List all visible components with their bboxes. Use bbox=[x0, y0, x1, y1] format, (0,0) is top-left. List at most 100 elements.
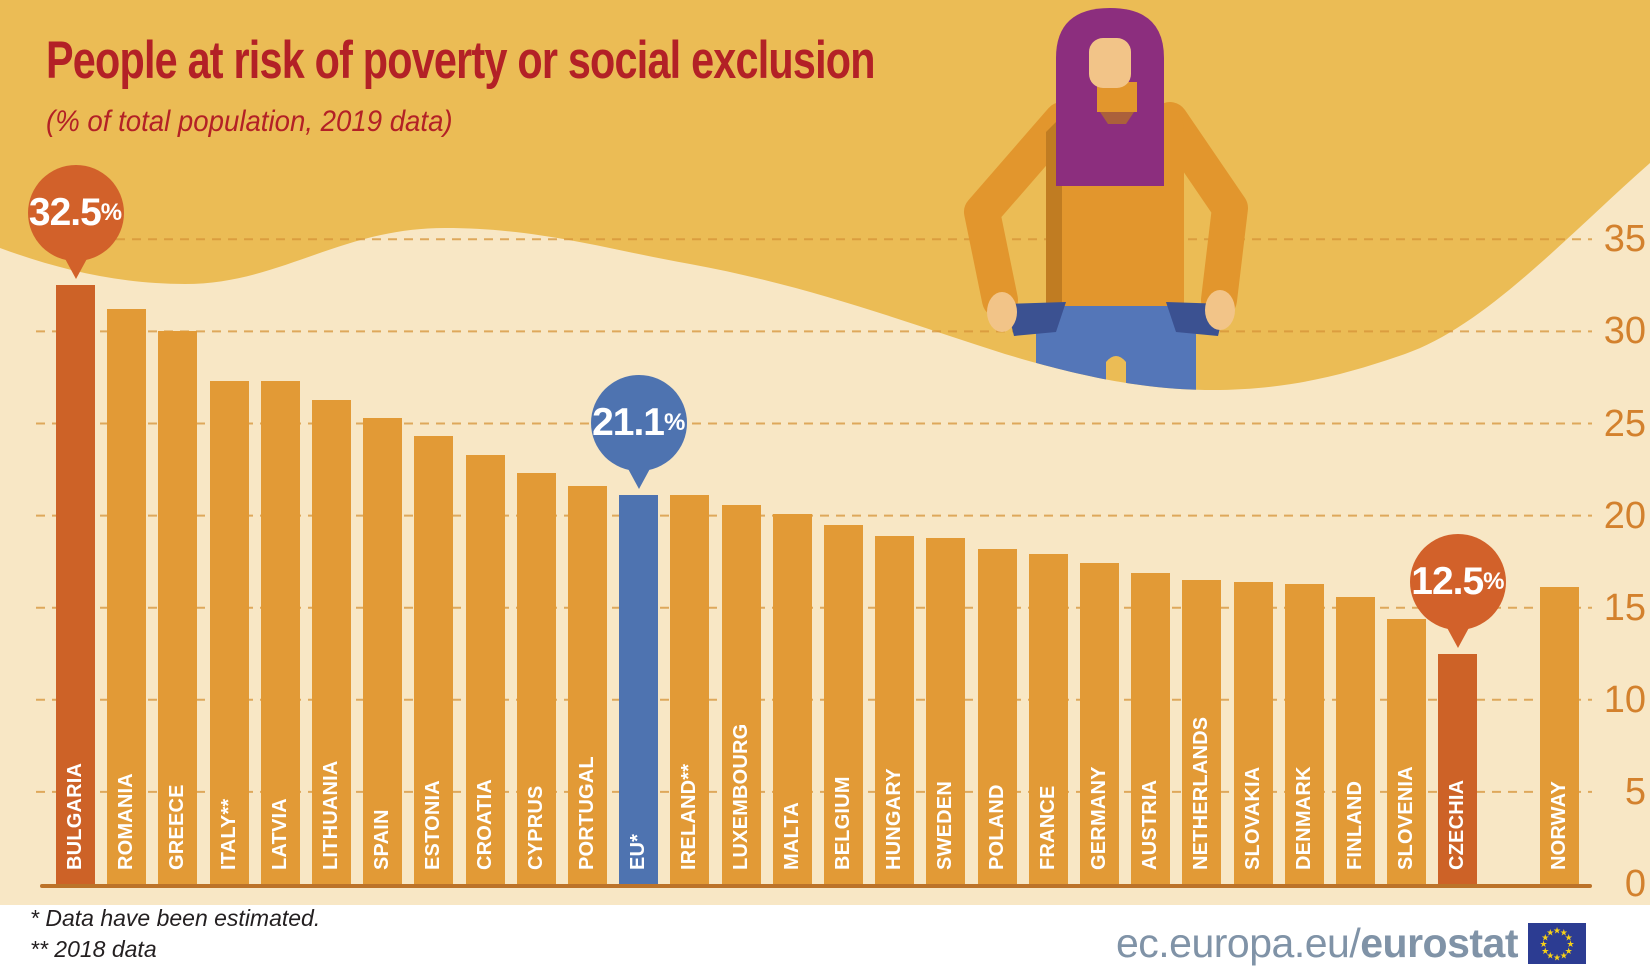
callout-value: 32.5 bbox=[28, 191, 102, 235]
eu-flag-icon: ★★★★★★★★★★★★ bbox=[1528, 923, 1586, 964]
eurostat-url-prefix: ec.europa.eu/ bbox=[1115, 920, 1361, 966]
flag-star: ★ bbox=[1546, 951, 1554, 961]
y-axis-label-35: 35 bbox=[1603, 218, 1646, 261]
country-label-latvia: LATVIA bbox=[268, 798, 291, 870]
country-label-ireland: IRELAND** bbox=[678, 763, 701, 870]
title-block: People at risk of poverty or social excl… bbox=[46, 30, 1109, 139]
bar-denmark: DENMARK bbox=[1284, 583, 1324, 884]
bar-bulgaria: BULGARIA bbox=[56, 285, 95, 884]
bar-finland: FINLAND bbox=[1336, 596, 1375, 884]
flag-star: ★ bbox=[1565, 932, 1573, 942]
bar-italy: ITALY** bbox=[209, 381, 249, 884]
bar-norway: NORWAY bbox=[1540, 587, 1579, 884]
woman-left-arm bbox=[964, 102, 1080, 318]
flag-star: ★ bbox=[1565, 946, 1573, 956]
flag-star: ★ bbox=[1541, 946, 1549, 956]
woman-collar-shadow bbox=[1100, 112, 1134, 124]
flag-star: ★ bbox=[1560, 927, 1568, 937]
y-axis-label-25: 25 bbox=[1603, 402, 1646, 445]
country-label-belgium: BELGIUM bbox=[832, 776, 854, 870]
woman-left-pocket-lining bbox=[1006, 302, 1066, 336]
callout-percent-sign: % bbox=[663, 409, 686, 437]
bar-latvia: LATVIA bbox=[260, 381, 300, 884]
bar-sweden: SWEDEN bbox=[926, 537, 966, 884]
callout-32-5pct: 32.5% bbox=[27, 165, 124, 280]
country-label-netherlands: NETHERLANDS bbox=[1190, 716, 1213, 870]
bar-hungary: HUNGARY bbox=[875, 535, 915, 884]
country-label-czechia: CZECHIA bbox=[1446, 779, 1469, 870]
y-axis-label-15: 15 bbox=[1603, 586, 1646, 629]
woman-right-hand bbox=[1205, 290, 1235, 330]
footnote-line-2: ** 2018 data bbox=[30, 936, 157, 962]
bar-germany: GERMANY bbox=[1080, 563, 1119, 884]
woman-left-hand bbox=[987, 292, 1017, 332]
country-label-portugal: PORTUGAL bbox=[576, 756, 598, 870]
callout-percent-sign: % bbox=[1483, 567, 1505, 595]
flag-star: ★ bbox=[1566, 939, 1574, 949]
bar-netherlands: NETHERLANDS bbox=[1182, 580, 1222, 884]
footer-band bbox=[0, 905, 1650, 975]
country-label-poland: POLAND bbox=[985, 784, 1008, 870]
bar-eu: EU* bbox=[619, 495, 659, 884]
country-label-bulgaria: BULGARIA bbox=[64, 762, 86, 870]
bar-portugal: PORTUGAL bbox=[568, 486, 607, 884]
flag-star: ★ bbox=[1546, 927, 1554, 937]
footnote-line-1: * Data have been estimated. bbox=[30, 905, 321, 931]
bar-romania: ROMANIA bbox=[107, 309, 147, 884]
bar-slovenia: SLOVENIA bbox=[1387, 618, 1427, 884]
bar-slovakia: SLOVAKIA bbox=[1233, 581, 1273, 884]
bar-czechia: CZECHIA bbox=[1438, 653, 1478, 884]
woman-face bbox=[1089, 38, 1131, 88]
bar-ireland: IRELAND** bbox=[670, 495, 710, 884]
country-label-estonia: ESTONIA bbox=[422, 780, 445, 870]
bar-poland: POLAND bbox=[977, 548, 1017, 884]
country-label-luxembourg: LUXEMBOURG bbox=[729, 723, 752, 870]
bar-malta: MALTA bbox=[772, 513, 812, 884]
country-label-cyprus: CYPRUS bbox=[524, 785, 547, 870]
bar-lithuania: LITHUANIA bbox=[312, 399, 351, 884]
callout-pointer bbox=[1444, 623, 1471, 648]
country-label-greece: GREECE bbox=[166, 784, 189, 870]
bar-belgium: BELGIUM bbox=[824, 524, 863, 884]
woman-empty-pockets-illustration bbox=[964, 8, 1248, 391]
bar-luxembourg: LUXEMBOURG bbox=[721, 504, 761, 884]
flag-star: ★ bbox=[1541, 932, 1549, 942]
bar-estonia: ESTONIA bbox=[414, 436, 454, 884]
bar-croatia: CROATIA bbox=[465, 454, 505, 884]
bar-france: FRANCE bbox=[1028, 554, 1068, 884]
callout-value: 12.5 bbox=[1411, 559, 1484, 603]
y-axis-label-20: 20 bbox=[1603, 494, 1646, 537]
country-label-france: FRANCE bbox=[1036, 785, 1059, 870]
flag-star: ★ bbox=[1553, 926, 1561, 936]
bar-spain: SPAIN bbox=[363, 417, 403, 884]
eurostat-url: ec.europa.eu/eurostat bbox=[1115, 920, 1519, 967]
flag-star: ★ bbox=[1560, 951, 1568, 961]
country-label-malta: MALTA bbox=[780, 801, 803, 870]
country-label-austria: AUSTRIA bbox=[1139, 779, 1162, 870]
eurostat-url-bold: eurostat bbox=[1360, 920, 1518, 966]
y-axis-label-10: 10 bbox=[1603, 678, 1646, 721]
y-axis-label-30: 30 bbox=[1603, 310, 1646, 353]
flag-star: ★ bbox=[1539, 939, 1547, 949]
callout-percent-sign: % bbox=[100, 199, 123, 227]
country-label-denmark: DENMARK bbox=[1292, 766, 1315, 870]
page-subtitle: (% of total population, 2019 data) bbox=[46, 105, 453, 138]
flag-star: ★ bbox=[1553, 953, 1561, 963]
country-label-croatia: CROATIA bbox=[473, 778, 496, 870]
eurostat-logo: ec.europa.eu/eurostat ★ ★ ★ ★ ★ ★ ★ ★ ★ ★ ★ ★ bbox=[1116, 920, 1586, 967]
country-label-slovenia: SLOVENIA bbox=[1395, 766, 1418, 870]
country-label-spain: SPAIN bbox=[371, 809, 394, 870]
country-label-germany: GERMANY bbox=[1088, 766, 1110, 870]
country-label-hungary: HUNGARY bbox=[883, 768, 906, 870]
x-axis-baseline bbox=[40, 884, 1592, 888]
bar-austria: AUSTRIA bbox=[1131, 572, 1171, 884]
page-title: People at risk of poverty or social excl… bbox=[46, 31, 876, 90]
country-label-lithuania: LITHUANIA bbox=[320, 760, 342, 870]
y-axis-label-5: 5 bbox=[1624, 770, 1646, 813]
bar-greece: GREECE bbox=[158, 331, 198, 884]
country-label-slovakia: SLOVAKIA bbox=[1241, 766, 1264, 870]
woman-jeans bbox=[1036, 306, 1196, 391]
country-label-sweden: SWEDEN bbox=[934, 781, 957, 870]
callout-12-5pct: 12.5% bbox=[1409, 533, 1506, 648]
